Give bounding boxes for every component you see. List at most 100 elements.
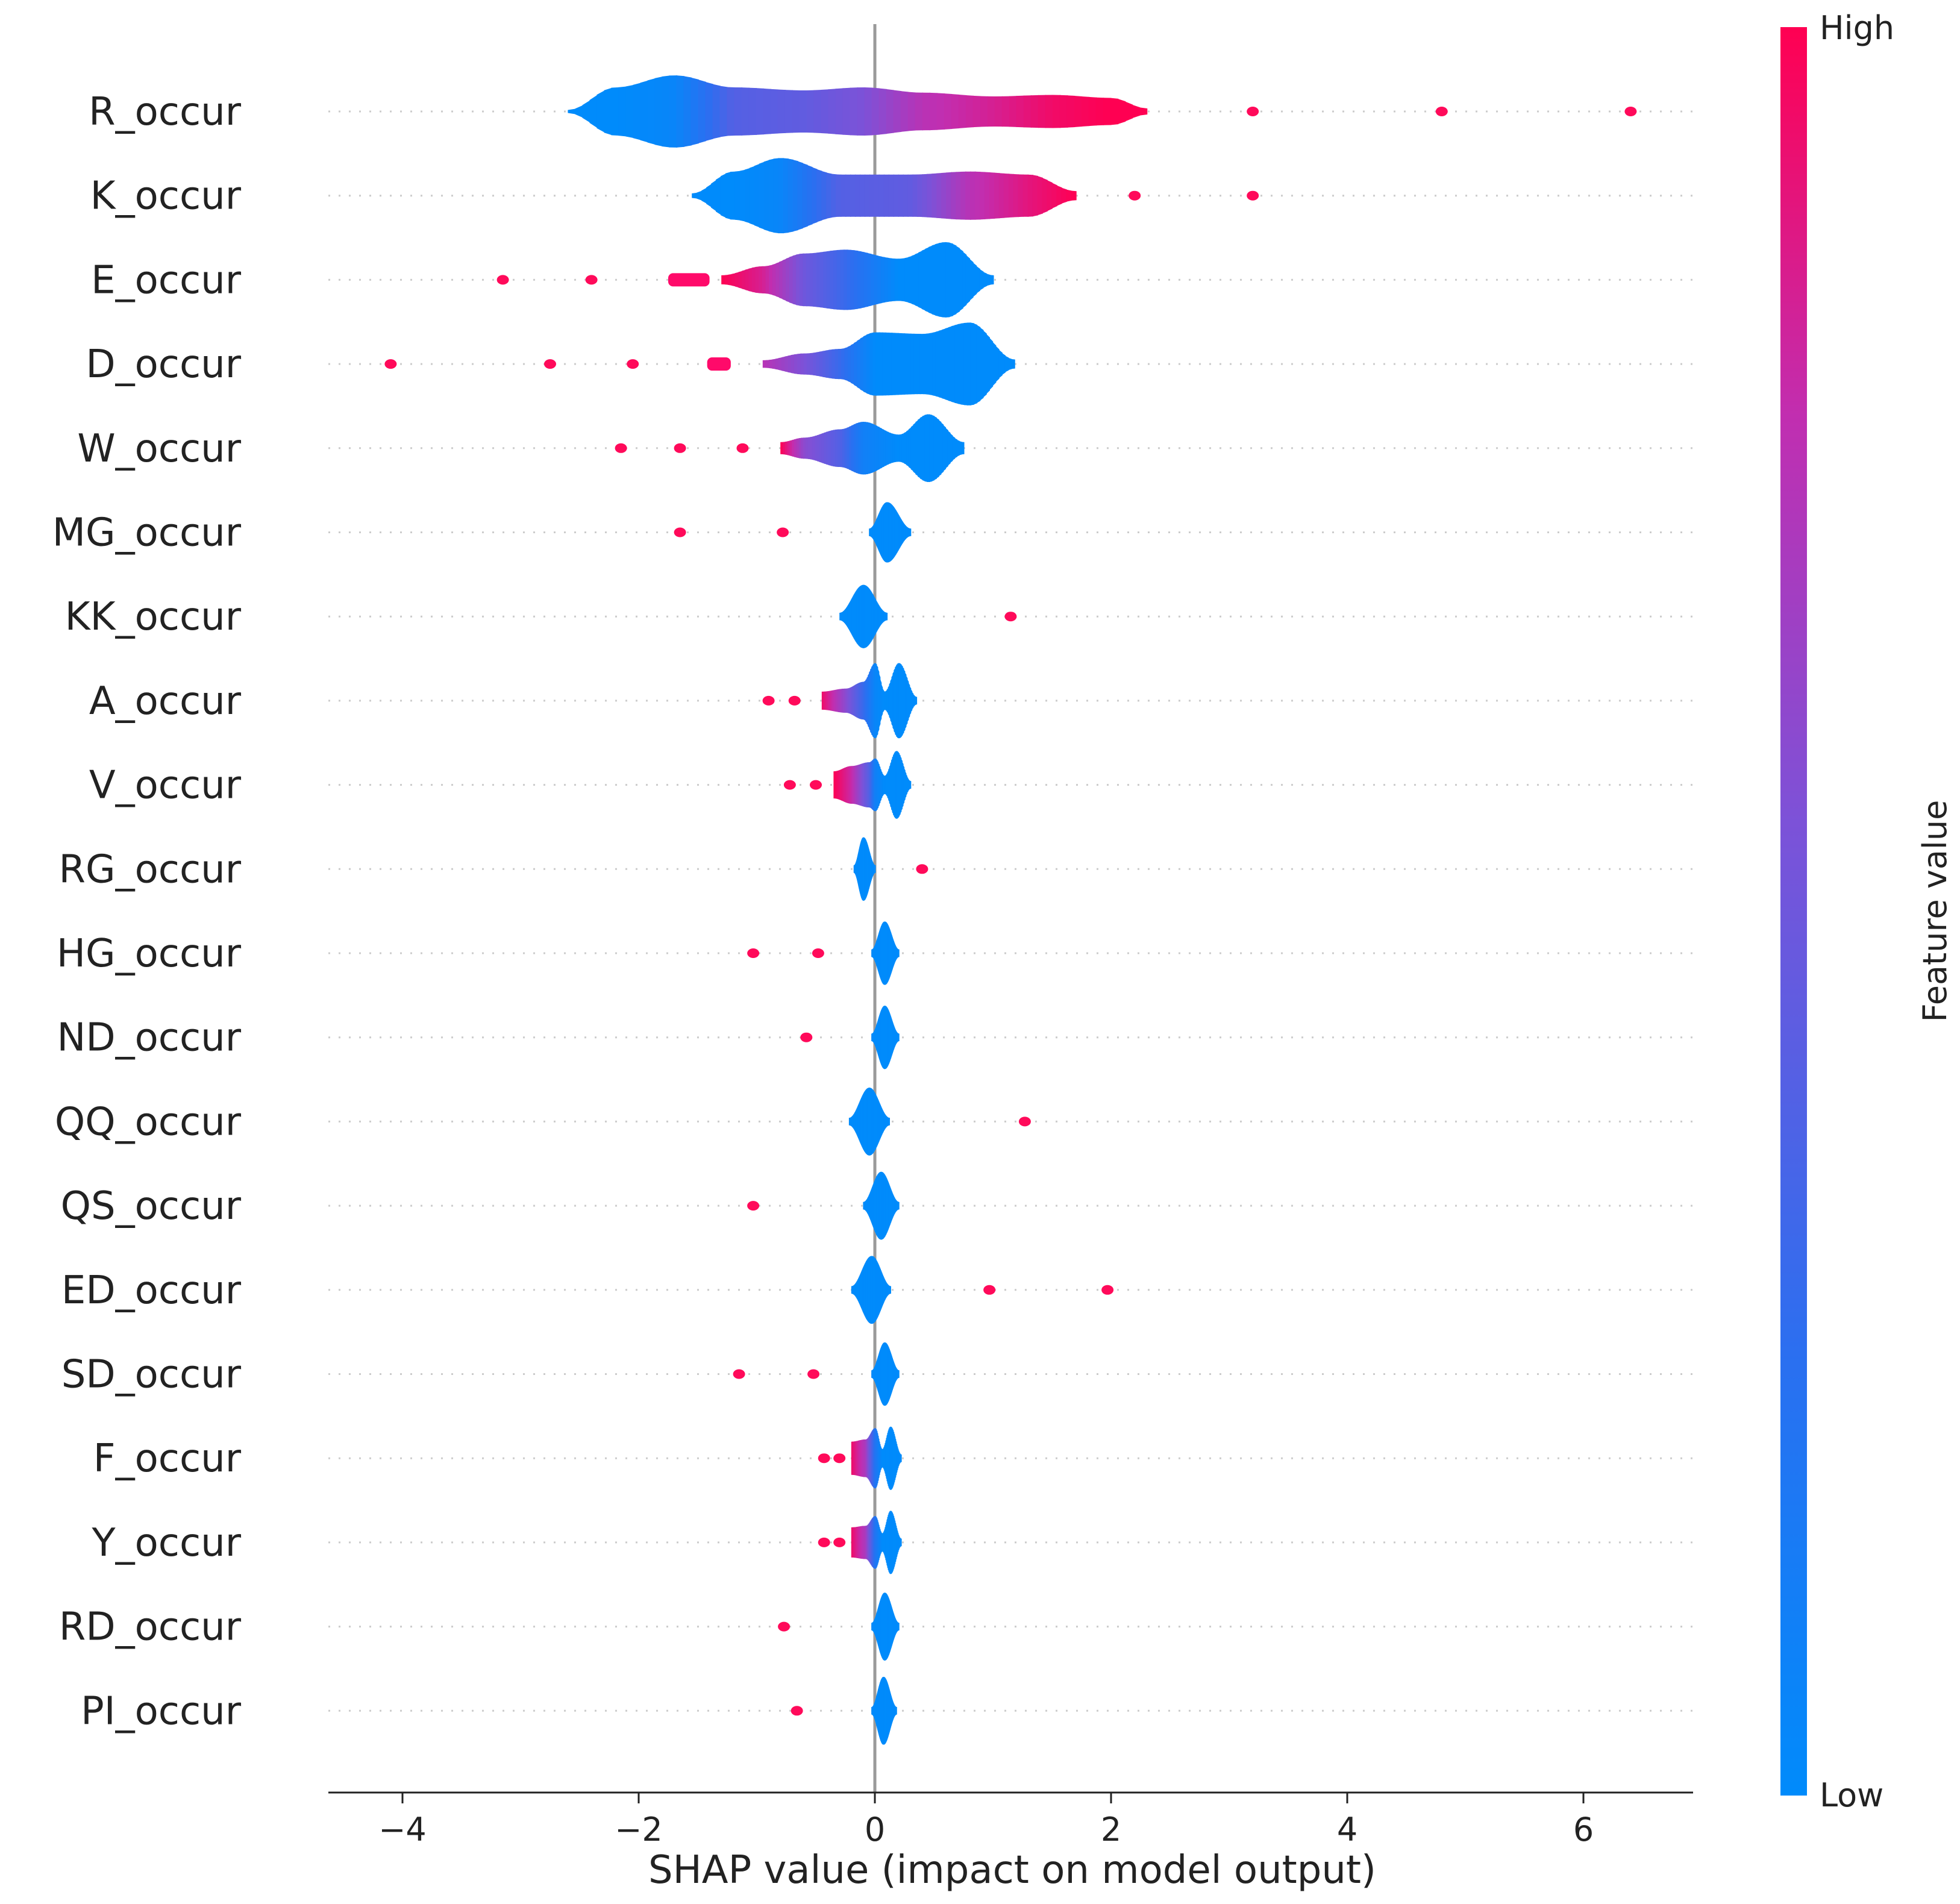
violin-slice [1052, 95, 1061, 128]
outlier-point [1004, 612, 1017, 622]
violin-W_occur [780, 414, 965, 482]
violin-slice [866, 333, 871, 395]
violin-Y_occur [851, 1511, 902, 1574]
violin-slice [903, 174, 909, 217]
violin-slice [751, 267, 757, 293]
violin-slice [813, 352, 818, 376]
violin-slice [1110, 98, 1119, 125]
violin-slice [1027, 174, 1034, 217]
violin-slice [749, 166, 756, 226]
violin-slice [961, 442, 965, 455]
violin-slice [739, 169, 746, 222]
violin-slice [945, 242, 950, 318]
outlier-point [674, 527, 686, 537]
violin-slice [907, 333, 912, 395]
feature-label: V_occur [89, 763, 242, 808]
violin-slice [792, 254, 797, 305]
outlier-point [384, 359, 397, 369]
violin-slice [789, 255, 794, 304]
violin-slice [989, 337, 994, 391]
colorbar-high-label: High [1820, 9, 1894, 47]
violin-slice [822, 350, 827, 378]
violin-slice [989, 172, 995, 219]
violin-slice [720, 173, 727, 218]
grid-layer [328, 110, 1693, 1712]
violin-slice [874, 174, 880, 217]
violin-slice [922, 92, 931, 131]
violin-slice [845, 174, 851, 217]
violin-slice [762, 360, 767, 368]
violin-slice [745, 268, 750, 291]
violin-slice [841, 348, 845, 380]
violin-slice [1124, 101, 1133, 122]
violin-slice [998, 173, 1005, 219]
violin-slice [867, 252, 872, 307]
violin-slice [791, 354, 795, 374]
violin-slice [786, 257, 791, 303]
violin-slice [809, 252, 814, 307]
violin-slice [859, 174, 866, 217]
violin-slice [927, 174, 933, 218]
violin-slice [948, 242, 953, 318]
violin-slice [926, 333, 930, 395]
violin-slice [754, 163, 760, 228]
violin-slice [881, 256, 886, 304]
violin-slice [748, 268, 753, 292]
violin-V_occur [833, 751, 912, 819]
violin-slice [721, 275, 726, 285]
violin-QS_occur [863, 1171, 900, 1240]
violin-slice [883, 174, 890, 217]
outlier-point [544, 359, 556, 369]
violin-slice [844, 346, 849, 381]
violin-slice [816, 351, 821, 377]
violin-slice [772, 359, 777, 369]
violin-slice [970, 171, 976, 220]
feature-label: RD_occur [59, 1605, 242, 1650]
x-tick-label: 0 [865, 1811, 885, 1849]
violin-slice [904, 257, 909, 303]
violin-slice [929, 332, 934, 396]
violin-slice [819, 251, 824, 308]
outlier-point [800, 1032, 813, 1042]
violin-slice [775, 358, 780, 370]
violin-slice [725, 172, 731, 220]
outlier-point [788, 695, 801, 706]
violin-slice [929, 92, 938, 131]
violin-slice [958, 94, 967, 129]
violin-slice [886, 612, 888, 621]
violin-slice [936, 173, 942, 219]
violin-slice [900, 91, 909, 132]
violin-slice [792, 159, 798, 232]
outlier-point [627, 359, 639, 369]
violin-slice [719, 86, 728, 137]
violin-slice [787, 158, 794, 233]
violin-slice [857, 338, 862, 390]
violin-slice [979, 269, 984, 291]
violin-slice [796, 254, 801, 306]
outlier-point [916, 864, 928, 874]
violin-slice [834, 349, 839, 380]
colorbar [1780, 27, 1807, 1796]
violin-slice [913, 333, 918, 395]
violin-slice [994, 96, 1003, 127]
feature-label: KK_occur [65, 595, 242, 639]
violin-slice [898, 1201, 900, 1210]
violin-slice [919, 334, 924, 395]
violin-slice [951, 172, 957, 220]
violin-slice [625, 84, 634, 139]
violin-slice [893, 174, 900, 217]
violin-slice [941, 172, 947, 219]
violin-slice [770, 89, 779, 134]
violin-slice [904, 333, 909, 395]
violin-slice [894, 333, 899, 395]
violin-slice [800, 353, 805, 375]
feature-label: A_occur [89, 679, 242, 724]
violin-slice [812, 167, 818, 225]
violin-slice [1132, 104, 1141, 119]
violin-slice [972, 262, 977, 298]
outlier-point [674, 443, 686, 453]
violin-slice [1103, 98, 1112, 125]
violin-slice [807, 164, 813, 227]
x-axis-ticks: −4 −2 0 2 4 6 [378, 1793, 1594, 1849]
violin-slice [860, 251, 865, 308]
